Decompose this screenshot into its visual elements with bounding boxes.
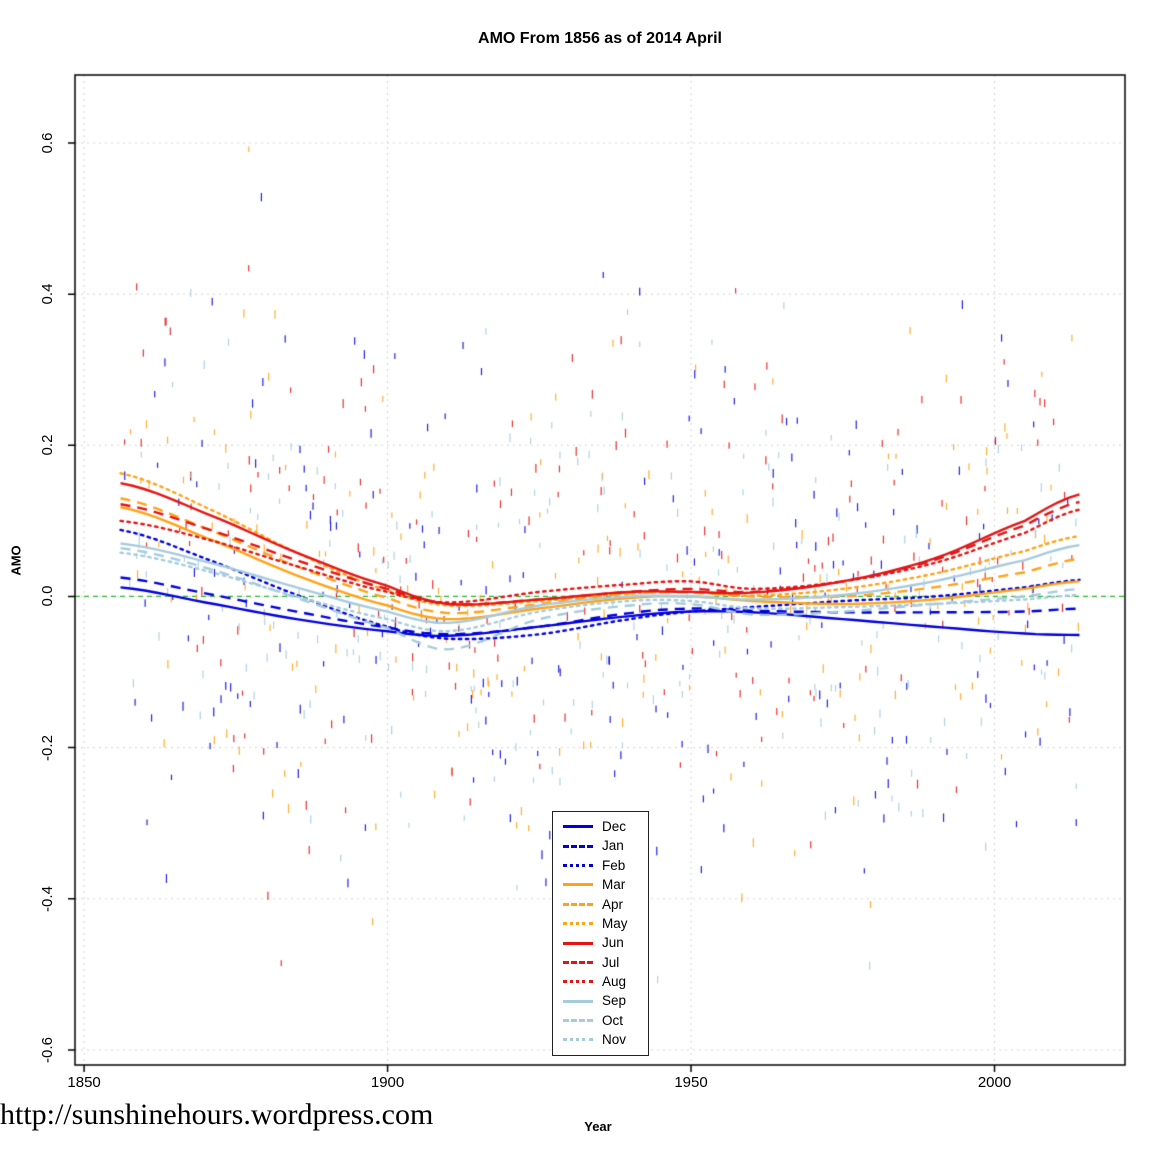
legend-line-sample-jul [563,960,593,964]
chart-title: AMO From 1856 as of 2014 April [478,30,722,47]
x-tick-1900: 1900 [370,1074,405,1091]
legend-item-jul: Jul [563,953,648,972]
legend-item-sep: Sep [563,992,648,1011]
legend-line-sample-jun [563,941,593,945]
y-axis-label: AMO [8,545,24,576]
x-axis-label: Year [584,1119,612,1134]
legend-label-jun: Jun [602,935,624,951]
x-tick-1850: 1850 [67,1074,101,1091]
y-tick-0.2: 0.2 [39,434,56,456]
legend-line-sample-feb [563,863,593,867]
y-tick-0.4: 0.4 [39,283,56,305]
legend-line-sample-aug [563,980,593,984]
legend-label-aug: Aug [602,974,627,990]
legend-label-feb: Feb [602,857,626,873]
legend-item-oct: Oct [563,1011,648,1030]
legend-item-aug: Aug [563,972,648,991]
legend: Dec Jan Feb Mar Apr May Jun Jul Aug Sep Oct Nov [552,811,649,1056]
watermark-url: http://sunshinehours.wordpress.com [0,1098,434,1131]
y-tick--0.4: -0.4 [39,885,56,912]
legend-line-sample-mar [563,883,593,887]
y-tick--0.2: -0.2 [39,734,56,761]
legend-item-nov: Nov [563,1030,648,1049]
legend-item-apr: Apr [563,895,648,914]
y-tick-0.6: 0.6 [39,132,56,154]
legend-line-sample-oct [563,1019,593,1023]
legend-label-nov: Nov [602,1032,627,1048]
legend-line-sample-nov [563,1038,593,1042]
legend-item-feb: Feb [563,856,648,875]
y-tick--0.6: -0.6 [39,1036,56,1063]
legend-item-jun: Jun [563,933,648,952]
legend-label-oct: Oct [602,1012,624,1028]
legend-label-sep: Sep [602,993,627,1009]
legend-item-mar: Mar [563,875,648,894]
x-tick-1950: 1950 [674,1074,708,1091]
x-tick-2000: 2000 [977,1074,1012,1091]
legend-label-mar: Mar [602,877,626,893]
legend-label-jan: Jan [602,838,624,854]
legend-line-sample-dec [563,825,593,829]
legend-item-may: May [563,914,648,933]
legend-label-may: May [602,915,628,931]
legend-line-sample-apr [563,902,593,906]
y-tick-0.0: 0.0 [39,586,56,607]
legend-line-sample-jan [563,844,593,848]
legend-line-sample-sep [563,999,593,1003]
legend-item-dec: Dec [563,817,648,836]
legend-label-apr: Apr [602,896,624,912]
legend-label-dec: Dec [602,818,627,834]
legend-label-jul: Jul [602,954,620,970]
legend-line-sample-may [563,922,593,926]
legend-item-jan: Jan [563,836,648,855]
